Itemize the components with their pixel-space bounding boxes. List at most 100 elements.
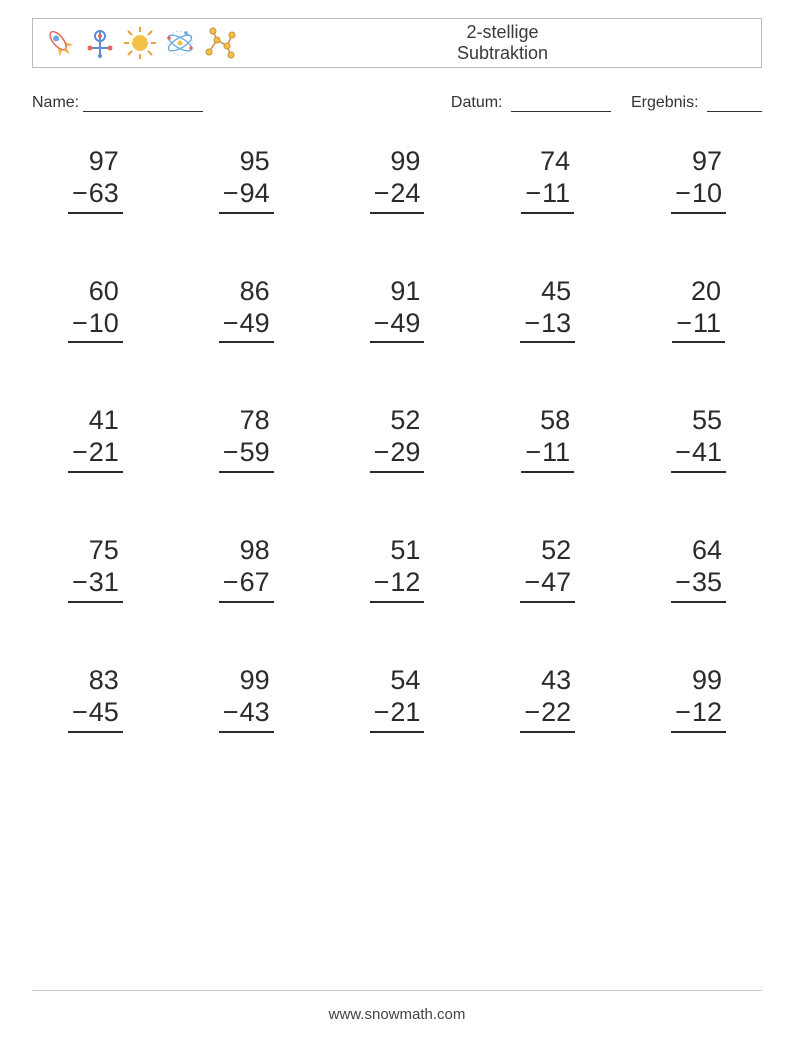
minus-sign: − [223,178,240,208]
date-blank[interactable] [511,95,611,112]
subtrahend: 21 [390,697,420,727]
minuend: 98 [219,535,274,567]
worksheet-header: 2-stellige Subtraktion [32,18,762,68]
subtrahend-line: −12 [671,697,726,733]
minuend: 83 [68,665,123,697]
footer-rule [32,990,762,991]
subtrahend-line: −31 [68,567,123,603]
subtrahend-line: −35 [671,567,726,603]
atom-icon [163,26,197,60]
subtrahend: 41 [692,437,722,467]
subtrahend-line: −11 [521,437,574,473]
minuend: 54 [370,665,425,697]
subtrahend: 13 [541,308,571,338]
minus-sign: − [374,697,391,727]
subtrahend-line: −43 [219,697,274,733]
minus-sign: − [72,308,89,338]
subtrahend: 10 [89,308,119,338]
subtrahend-line: −21 [68,437,123,473]
minuend: 60 [68,276,123,308]
subtrahend: 45 [89,697,119,727]
subtrahend: 22 [541,697,571,727]
minus-sign: − [223,697,240,727]
subtraction-problem: 75−31 [40,535,151,603]
subtrahend-line: −11 [521,178,574,214]
minus-sign: − [524,697,541,727]
minus-sign: − [675,697,692,727]
subtrahend: 31 [89,567,119,597]
subtraction-problem: 83−45 [40,665,151,733]
subtrahend: 47 [541,567,571,597]
subtrahend: 59 [240,437,270,467]
minuend: 45 [520,276,575,308]
molecule-icon [203,26,237,60]
subtrahend-line: −13 [520,308,575,344]
subtrahend: 49 [390,308,420,338]
subtraction-problem: 60−10 [40,276,151,344]
subtraction-problem: 54−21 [342,665,453,733]
subtraction-problem: 91−49 [342,276,453,344]
rocket-icon [43,26,77,60]
subtraction-problem: 97−10 [643,146,754,214]
minus-sign: − [675,178,692,208]
subtraction-problem: 58−11 [492,405,603,473]
subtrahend: 10 [692,178,722,208]
minuend: 99 [671,665,726,697]
minus-sign: − [223,567,240,597]
minuend: 97 [671,146,726,178]
subtrahend-line: −67 [219,567,274,603]
subtraction-problem: 86−49 [191,276,302,344]
minuend: 99 [219,665,274,697]
subtraction-problem: 95−94 [191,146,302,214]
subtrahend-line: −59 [219,437,274,473]
subtrahend-line: −49 [219,308,274,344]
subtrahend-line: −10 [68,308,123,344]
minus-sign: − [525,178,542,208]
minuend: 52 [370,405,425,437]
minuend: 78 [219,405,274,437]
minuend: 43 [520,665,575,697]
minuend: 97 [68,146,123,178]
subtrahend: 12 [390,567,420,597]
subtrahend-line: −49 [370,308,425,344]
problem-grid: 97−6395−9499−2474−1197−1060−1086−4991−49… [32,146,762,733]
subtrahend: 43 [240,697,270,727]
subtrahend: 21 [89,437,119,467]
satellite-icon [83,26,117,60]
subtrahend-line: −29 [370,437,425,473]
minus-sign: − [72,437,89,467]
subtrahend-line: −12 [370,567,425,603]
subtrahend-line: −21 [370,697,425,733]
minus-sign: − [223,437,240,467]
subtraction-problem: 43−22 [492,665,603,733]
name-blank[interactable] [83,95,203,112]
subtrahend: 94 [240,178,270,208]
minus-sign: − [676,308,693,338]
minus-sign: − [72,697,89,727]
subtrahend: 24 [390,178,420,208]
subtraction-problem: 78−59 [191,405,302,473]
subtraction-problem: 74−11 [492,146,603,214]
minus-sign: − [374,178,391,208]
subtrahend-line: −24 [370,178,425,214]
subtrahend-line: −45 [68,697,123,733]
result-blank[interactable] [707,95,762,112]
subtraction-problem: 20−11 [643,276,754,344]
minuend: 95 [219,146,274,178]
minus-sign: − [675,437,692,467]
minuend: 55 [671,405,726,437]
subtraction-problem: 55−41 [643,405,754,473]
subtraction-problem: 51−12 [342,535,453,603]
minuend: 91 [370,276,425,308]
minus-sign: − [374,567,391,597]
subtrahend: 35 [692,567,722,597]
subtraction-problem: 52−29 [342,405,453,473]
minuend: 75 [68,535,123,567]
subtrahend: 11 [542,178,570,208]
subtrahend-line: −47 [520,567,575,603]
subtraction-problem: 99−12 [643,665,754,733]
subtrahend: 63 [89,178,119,208]
minus-sign: − [524,308,541,338]
minus-sign: − [675,567,692,597]
minuend: 86 [219,276,274,308]
